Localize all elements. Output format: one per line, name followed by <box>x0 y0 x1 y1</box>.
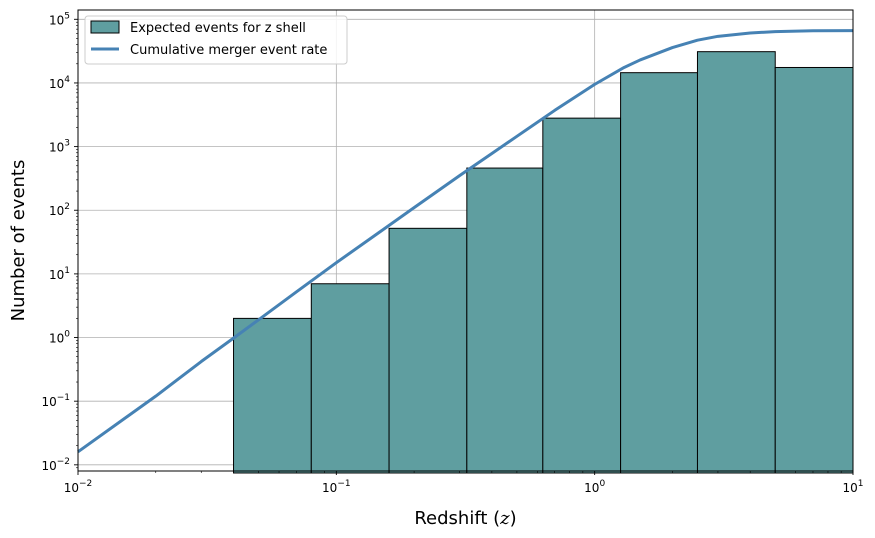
y-tick-label: 103 <box>49 139 70 155</box>
legend-label-histogram: Expected events for z shell <box>130 21 306 36</box>
x-axis-title: Redshift (z) <box>414 508 516 529</box>
histogram-bar <box>466 167 544 474</box>
x-tick-label: 10−2 <box>64 479 93 495</box>
legend-label-line: Cumulative merger event rate <box>130 43 327 58</box>
y-tick-label: 101 <box>49 266 70 282</box>
cumulative-rate-line <box>77 29 854 454</box>
y-tick-label: 10−1 <box>41 393 70 409</box>
y-tick-label: 10−2 <box>41 457 70 473</box>
legend: Expected events for z shell Cumulative me… <box>84 15 348 65</box>
legend-box <box>84 15 348 65</box>
histogram-bar <box>774 66 854 474</box>
y-axis-title: Number of events <box>8 160 29 322</box>
cumulative-line-layer <box>77 29 854 454</box>
histogram-bar <box>388 227 468 474</box>
histogram-bar <box>233 317 312 474</box>
plot-frame <box>77 9 854 472</box>
x-tick-label: 101 <box>842 479 863 495</box>
y-tick-label: 100 <box>49 330 70 346</box>
x-tick-label: 100 <box>584 479 605 495</box>
legend-swatch-histogram <box>90 20 120 34</box>
y-tick-label: 102 <box>49 202 70 218</box>
y-tick-label: 104 <box>49 75 70 91</box>
histogram-bars <box>233 51 854 474</box>
histogram-bar <box>620 72 698 474</box>
y-tick-label: 105 <box>49 11 70 27</box>
axis-ticks: 10−2 10−1 100 101 10−2 10−1 100 101 102 103 104 105 <box>41 11 863 495</box>
x-tick-label: 10−1 <box>322 479 351 495</box>
histogram-bar <box>310 283 390 474</box>
histogram-bar <box>542 117 622 474</box>
histogram-bar <box>696 51 776 474</box>
